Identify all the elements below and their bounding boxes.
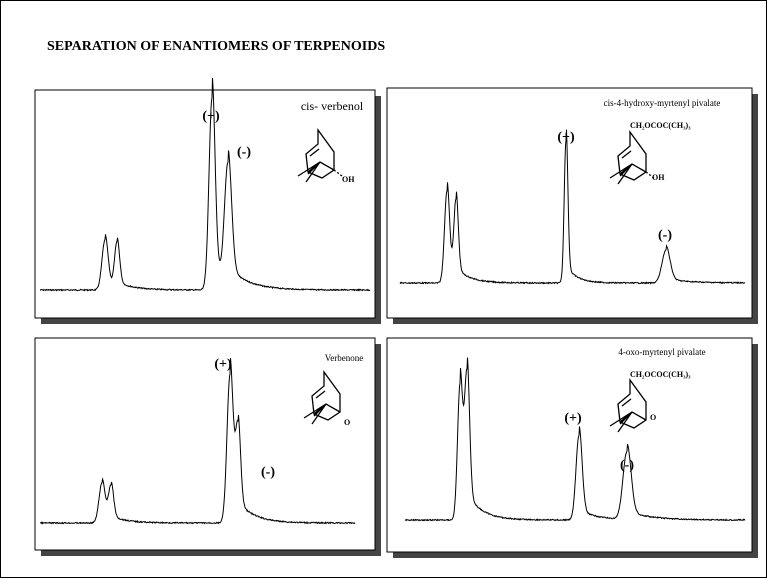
slide-title: SEPARATION OF ENANTIOMERS OF TERPENOIDS [47, 39, 385, 54]
substituent: OH [652, 173, 665, 182]
side-chain: CH₂OCOC(CH₃)₃ [630, 121, 691, 130]
substituent: O [344, 418, 350, 427]
substituent: O [650, 413, 656, 422]
peak-label: (-) [261, 465, 275, 480]
peak-label: (-) [658, 228, 672, 243]
chromatogram-trace [39, 77, 371, 292]
peak-label: (-) [237, 145, 251, 160]
side-chain: CH₂OCOC(CH₃)₃ [630, 370, 691, 379]
compound-name: cis- verbenol [301, 99, 364, 113]
molecule [609, 130, 655, 185]
peak-label: (+) [564, 411, 582, 426]
compound-name: 4-oxo-myrtenyl pivalate [618, 347, 705, 357]
chromatogram-trace [404, 357, 746, 522]
peak-label: (+) [214, 357, 232, 372]
panel-frames [34, 87, 758, 558]
chromatogram-trace [40, 358, 356, 525]
compound-name: cis-4-hydroxy-myrtenyl pivalate [604, 98, 721, 108]
peak-label: (-) [620, 458, 634, 473]
compound-name: Verbenone [325, 353, 363, 363]
molecule [303, 370, 341, 425]
chromatogram-trace [399, 129, 746, 285]
substituent: OH [342, 175, 355, 184]
molecule [609, 378, 647, 433]
molecule [297, 128, 343, 183]
